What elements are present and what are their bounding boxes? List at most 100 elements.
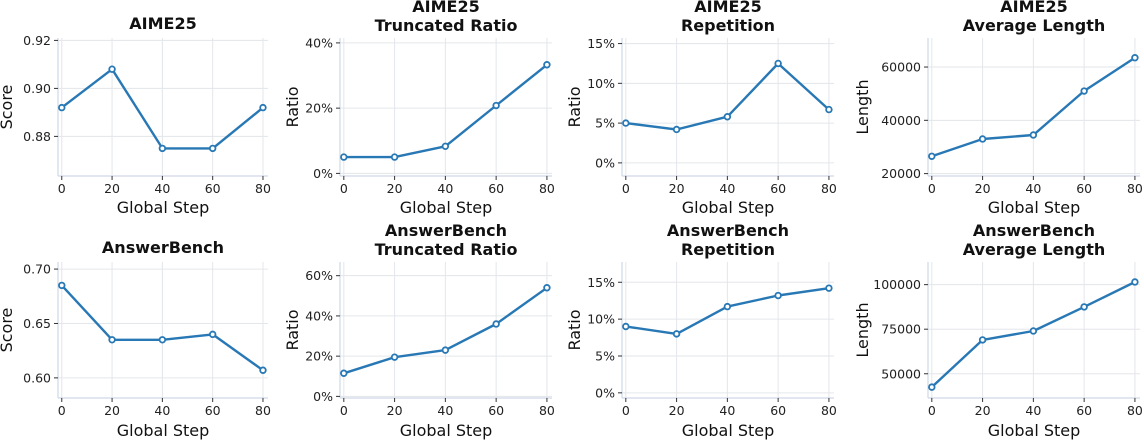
y-tick-label: 40% (305, 35, 333, 50)
chart-title: Repetition (681, 16, 775, 35)
data-point (340, 369, 348, 377)
data-point (158, 144, 167, 153)
x-tick-label: 40 (719, 181, 735, 196)
y-tick-label: 0% (595, 155, 615, 170)
x-tick-label: 80 (1127, 181, 1143, 196)
chart-title: AnswerBench (385, 221, 507, 240)
x-tick-label: 80 (255, 403, 271, 418)
x-tick-label: 0 (622, 403, 630, 418)
x-axis-label: Global Step (988, 421, 1081, 440)
chart-title: Truncated Ratio (375, 240, 518, 259)
data-point (340, 153, 348, 161)
x-tick-label: 20 (104, 403, 120, 418)
y-tick-label: 0.88 (23, 129, 51, 144)
x-axis-label: Global Step (117, 421, 210, 440)
y-tick-label: 0.70 (23, 262, 51, 277)
x-axis-label: Global Step (117, 198, 210, 217)
chart-title: AnswerBench (973, 221, 1095, 240)
x-axis-label: Global Step (400, 198, 493, 217)
x-tick-label: 40 (154, 403, 170, 418)
y-tick-label: 40% (305, 308, 333, 323)
x-tick-label: 0 (58, 181, 66, 196)
y-tick-label: 75000 (881, 322, 921, 337)
data-point (672, 125, 681, 134)
data-point (543, 284, 551, 292)
data-point (1080, 87, 1088, 95)
data-point (825, 105, 833, 114)
y-axis-label: Length (853, 79, 872, 134)
x-tick-label: 60 (205, 181, 221, 196)
chart-title: AIME25 (129, 14, 196, 33)
data-point (1029, 131, 1038, 139)
data-point (58, 103, 66, 112)
x-axis-label: Global Step (682, 198, 775, 217)
data-point (543, 61, 551, 69)
data-point (1131, 278, 1139, 286)
data-point (978, 336, 987, 344)
x-tick-label: 20 (387, 181, 403, 196)
data-point (723, 302, 732, 311)
x-tick-label: 80 (539, 403, 555, 418)
x-tick-label: 20 (975, 403, 991, 418)
data-point (622, 322, 630, 331)
x-tick-label: 20 (669, 181, 685, 196)
y-axis-label: Ratio (283, 309, 302, 350)
chart-title: Truncated Ratio (375, 16, 518, 35)
chart-panel-5: 0 20 40 60 80 0% 20% 40% 60% AnswerBenchTruncated… (283, 221, 555, 440)
chart-panel-7: 0 20 40 60 80 50000 75000 100000 AnswerBenchAver… (853, 221, 1143, 440)
x-axis-label: Global Step (988, 198, 1081, 217)
y-axis-label: Length (853, 302, 872, 357)
data-point (928, 152, 936, 160)
x-tick-label: 40 (1025, 181, 1041, 196)
x-tick-label: 60 (205, 403, 221, 418)
data-point (928, 383, 936, 391)
y-axis-label: Score (0, 85, 16, 130)
y-tick-label: 0% (313, 389, 333, 404)
data-point (1080, 303, 1088, 311)
chart-panel-4: 0 20 40 60 80 0.60 0.65 0.70 AnswerBench Global S… (0, 238, 271, 440)
data-point (208, 144, 217, 153)
chart-title: Average Length (963, 16, 1106, 35)
x-tick-label: 0 (340, 403, 348, 418)
x-tick-label: 20 (975, 181, 991, 196)
data-point (441, 142, 450, 151)
chart-title: AIME25 (694, 0, 761, 16)
chart-panel-6: 0 20 40 60 80 0% 5% 10% 15% AnswerBenchRepetition… (565, 221, 837, 440)
data-point (1131, 54, 1139, 62)
x-tick-label: 0 (58, 403, 66, 418)
y-tick-label: 0.60 (23, 370, 51, 385)
chart-title: AnswerBench (102, 238, 224, 257)
y-tick-label: 50000 (881, 366, 921, 381)
data-point (108, 65, 116, 73)
x-tick-label: 20 (104, 181, 120, 196)
x-tick-label: 40 (719, 403, 735, 418)
data-point (492, 320, 500, 328)
chart-title: Average Length (963, 240, 1106, 259)
x-tick-label: 0 (928, 403, 936, 418)
y-tick-label: 5% (595, 348, 615, 363)
data-point (774, 59, 782, 68)
y-axis-label: Ratio (565, 86, 584, 127)
data-point (390, 353, 399, 361)
x-tick-label: 0 (340, 181, 348, 196)
x-tick-label: 80 (821, 403, 837, 418)
data-point (622, 119, 630, 127)
data-point (672, 330, 681, 338)
x-tick-label: 20 (387, 403, 403, 418)
x-tick-label: 60 (770, 181, 786, 196)
data-point (492, 101, 500, 110)
y-tick-label: 15% (587, 36, 615, 51)
y-tick-label: 0.90 (23, 81, 51, 96)
x-tick-label: 60 (488, 181, 504, 196)
y-tick-label: 0% (595, 385, 615, 400)
y-tick-label: 100000 (873, 277, 921, 292)
x-tick-label: 60 (488, 403, 504, 418)
data-point (108, 336, 116, 344)
x-tick-label: 80 (255, 181, 271, 196)
x-tick-label: 80 (539, 181, 555, 196)
y-tick-label: 0.65 (23, 316, 51, 331)
data-point (259, 103, 267, 112)
chart-title: AIME25 (412, 0, 479, 16)
